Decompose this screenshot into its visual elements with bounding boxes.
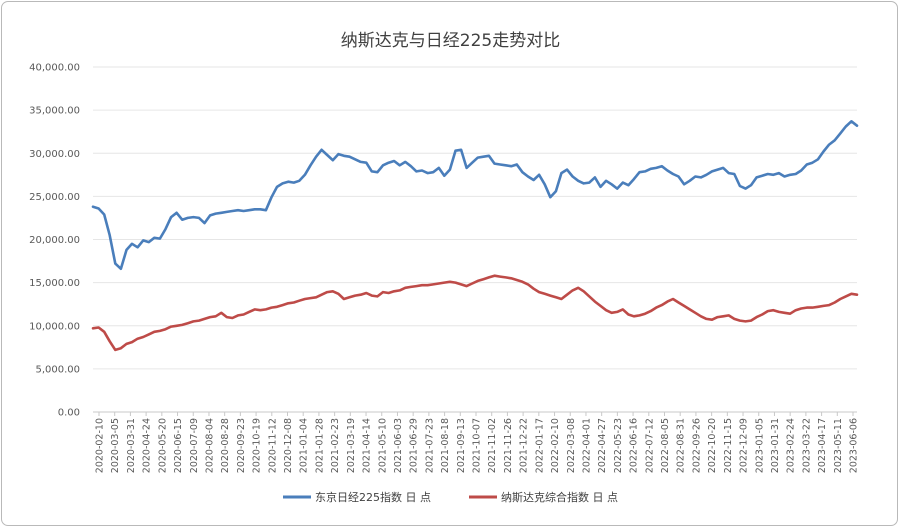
x-tick-label: 2021-04-14 — [362, 418, 373, 473]
x-tick-label: 2020-12-08 — [283, 418, 294, 473]
x-tick-label: 2021-11-02 — [487, 418, 498, 473]
x-tick-label: 2020-11-12 — [267, 418, 278, 473]
x-tick-label: 2020-03-31 — [126, 418, 137, 473]
x-tick-label: 2020-06-15 — [173, 418, 184, 473]
x-tick-label: 2022-08-05 — [660, 418, 671, 473]
y-tick-label: 5,000.00 — [35, 364, 80, 375]
y-tick-label: 40,000.00 — [29, 63, 80, 74]
x-tick-label: 2022-06-16 — [629, 418, 640, 473]
x-tick-label: 2020-05-20 — [157, 418, 168, 473]
y-tick-label: 25,000.00 — [29, 192, 80, 203]
x-tick-label: 2021-01-04 — [299, 418, 310, 473]
x-tick-label: 2021-05-10 — [377, 418, 388, 473]
x-tick-label: 2022-08-31 — [676, 418, 687, 473]
x-tick-label: 2020-03-05 — [110, 418, 121, 473]
x-tick-label: 2020-08-04 — [204, 418, 215, 473]
x-tick-label: 2023-05-11 — [833, 418, 844, 473]
chart-title: 纳斯达克与日经225走势对比 — [340, 31, 561, 51]
x-tick-label: 2021-01-28 — [314, 418, 325, 473]
y-tick-label: 15,000.00 — [29, 278, 80, 289]
x-tick-label: 2023-03-22 — [801, 418, 812, 473]
y-axis: 0.00 5,000.00 10,000.00 15,000.00 20,000.00 2… — [29, 63, 80, 419]
x-tick-label: 2023-02-24 — [786, 418, 797, 473]
x-tick-label: 2021-07-23 — [424, 418, 435, 473]
x-tick-label: 2021-03-19 — [346, 418, 357, 473]
x-tick-label: 2022-10-20 — [707, 418, 718, 473]
x-tick-label: 2022-09-26 — [691, 418, 702, 473]
y-tick-label: 35,000.00 — [29, 106, 80, 117]
x-tick-label: 2021-06-03 — [393, 418, 404, 473]
x-tick-label: 2023-01-05 — [754, 418, 765, 473]
x-tick-label: 2022-04-01 — [581, 418, 592, 473]
x-tick-label: 2022-07-12 — [644, 418, 655, 473]
x-tick-label: 2022-05-23 — [613, 418, 624, 473]
x-tick-label: 2023-06-06 — [849, 418, 860, 473]
x-tick-label: 2022-02-10 — [550, 418, 561, 473]
x-tick-label: 2021-09-13 — [456, 418, 467, 473]
x-tick-label: 2023-04-17 — [817, 418, 828, 473]
x-tick-label: 2020-08-28 — [220, 418, 231, 473]
x-tick-label: 2021-02-23 — [330, 418, 341, 473]
x-tick-label: 2022-12-09 — [739, 418, 750, 473]
legend-label: 东京日经225指数 日 点 — [315, 490, 431, 504]
x-tick-label: 2022-11-15 — [723, 418, 734, 473]
x-tick-label: 2022-04-27 — [597, 418, 608, 473]
legend-label: 纳斯达克综合指数 日 点 — [501, 490, 618, 504]
series-lines — [91, 120, 859, 352]
x-tick-label: 2021-12-22 — [519, 418, 530, 473]
x-tick-label: 2020-09-23 — [236, 418, 247, 473]
series-line-2 — [91, 274, 859, 352]
y-tick-label: 30,000.00 — [29, 149, 80, 160]
x-tick-label: 2020-02-10 — [95, 418, 106, 473]
y-tick-label: 10,000.00 — [29, 321, 80, 332]
x-tick-label: 2021-06-29 — [409, 418, 420, 473]
x-axis: 2020-02-10 2020-03-05 2020-03-31 2020-04-24… — [93, 411, 860, 473]
x-tick-label: 2021-08-18 — [440, 418, 451, 473]
x-tick-label: 2020-04-24 — [142, 418, 153, 473]
y-tick-label: 0.00 — [58, 408, 80, 419]
x-tick-label: 2020-07-09 — [189, 418, 200, 473]
x-tick-label: 2020-10-19 — [252, 418, 263, 473]
x-tick-label: 2021-10-07 — [472, 418, 483, 473]
x-tick-label: 2022-03-08 — [566, 418, 577, 473]
x-tick-label: 2023-01-31 — [770, 418, 781, 473]
series-line-1 — [91, 120, 859, 271]
x-tick-label: 2022-01-17 — [534, 418, 545, 473]
legend: 东京日经225指数 日 点 纳斯达克综合指数 日 点 — [283, 490, 618, 504]
x-tick-label: 2021-11-26 — [503, 418, 514, 473]
y-tick-label: 20,000.00 — [29, 235, 80, 246]
